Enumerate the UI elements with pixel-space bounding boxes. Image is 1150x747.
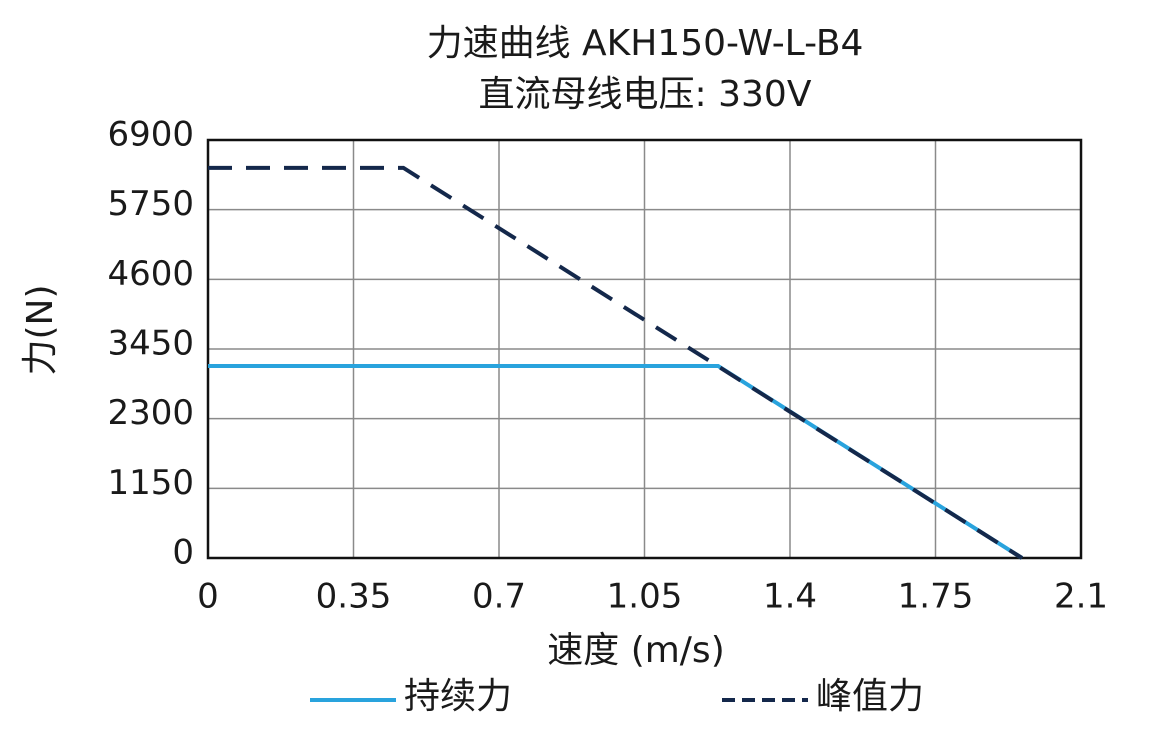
- y-tick-label: 2300: [107, 393, 194, 433]
- x-tick-label: 1.4: [763, 577, 817, 617]
- plot-frame: [206, 138, 1083, 560]
- x-tick-label: 0: [197, 577, 219, 617]
- series-line: [208, 165, 1024, 560]
- y-tick-label: 6900: [107, 115, 194, 155]
- x-tick-label: 0.35: [316, 577, 392, 617]
- x-tick-label: 2.1: [1054, 577, 1108, 617]
- legend-label: 峰值力: [816, 676, 924, 717]
- y-tick-label: 5750: [107, 184, 194, 224]
- chart-subtitle: 直流母线电压: 330V: [479, 74, 812, 115]
- y-tick-label: 4600: [107, 254, 194, 294]
- legend-label: 持续力: [404, 676, 512, 717]
- chart-title: 力速曲线 AKH150-W-L-B4: [427, 23, 864, 64]
- x-tick-label: 1.75: [898, 577, 974, 617]
- x-axis-label: 速度 (m/s): [547, 630, 725, 671]
- y-axis-label: 力(N): [20, 284, 61, 375]
- x-tick-label: 0.7: [472, 577, 526, 617]
- y-tick-label: 1150: [107, 463, 194, 503]
- y-tick-label: 3450: [107, 324, 194, 364]
- x-tick-label: 1.05: [607, 577, 683, 617]
- y-tick-label: 0: [172, 533, 194, 573]
